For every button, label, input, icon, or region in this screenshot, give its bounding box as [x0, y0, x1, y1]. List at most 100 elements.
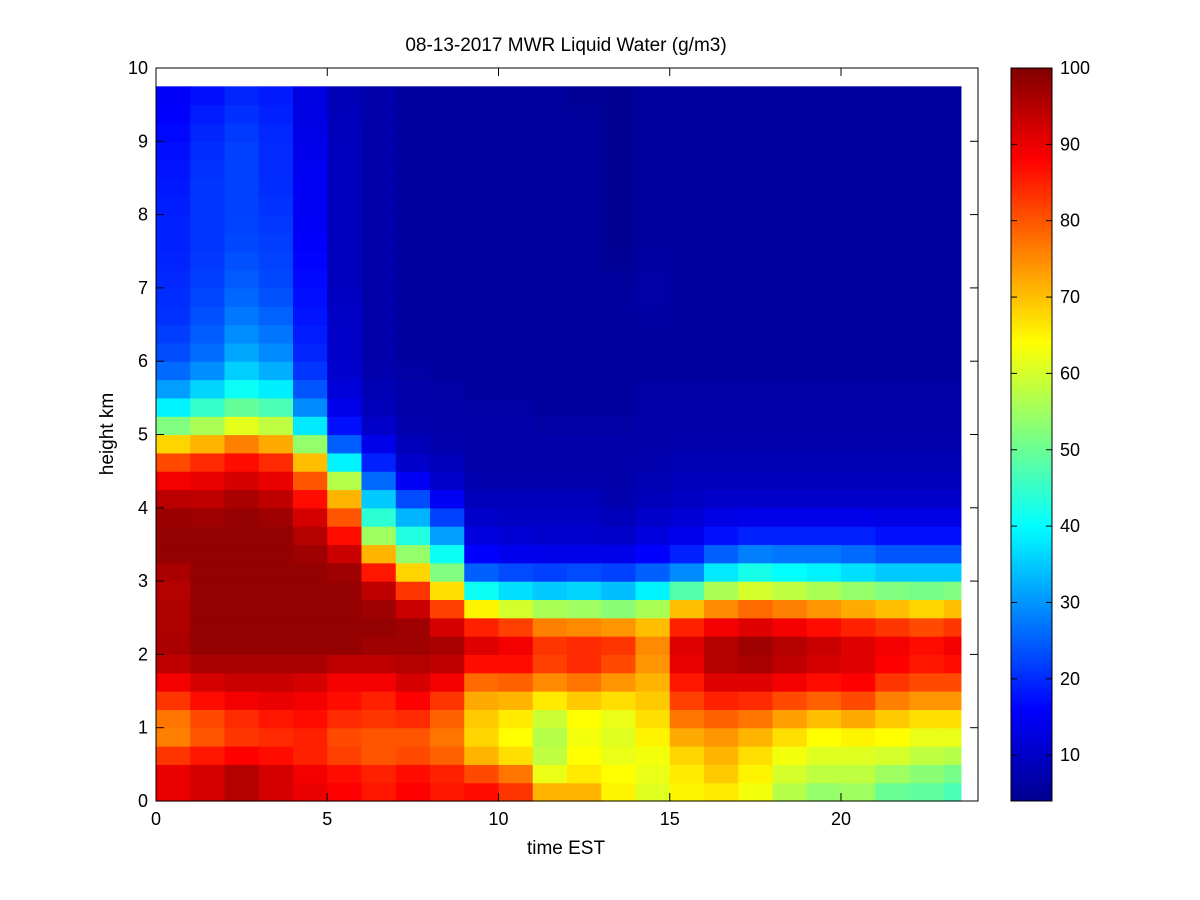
- heatmap-cell: [669, 617, 705, 637]
- heatmap-cell: [224, 636, 260, 655]
- heatmap-cell: [738, 361, 774, 381]
- heatmap-cell: [841, 434, 876, 454]
- heatmap-cell: [772, 141, 808, 161]
- colorbar-tick-label: 100: [1060, 58, 1090, 78]
- heatmap-cell: [532, 434, 568, 454]
- heatmap-cell: [909, 397, 945, 417]
- heatmap-cell: [909, 544, 945, 564]
- heatmap-cell: [156, 434, 191, 454]
- heatmap-cell: [601, 141, 637, 161]
- heatmap-cell: [361, 764, 397, 784]
- heatmap-cell: [361, 727, 397, 747]
- heatmap-cell: [327, 397, 363, 417]
- heatmap-cell: [361, 416, 397, 436]
- heatmap-cell: [293, 544, 328, 564]
- heatmap-cell: [224, 122, 260, 142]
- heatmap-cell: [943, 269, 962, 289]
- heatmap-cell: [361, 361, 397, 381]
- heatmap-cell: [327, 287, 363, 307]
- heatmap-cell: [327, 251, 363, 271]
- heatmap-cell: [498, 397, 534, 417]
- heatmap-cell: [190, 251, 226, 271]
- heatmap-cell: [601, 104, 637, 124]
- heatmap-cell: [430, 581, 465, 601]
- heatmap-cell: [293, 691, 328, 710]
- heatmap-cell: [190, 269, 226, 289]
- heatmap-cell: [943, 434, 962, 454]
- heatmap-cell: [464, 507, 500, 527]
- heatmap-cell: [806, 342, 842, 362]
- heatmap-cell: [806, 214, 842, 234]
- heatmap-cell: [532, 654, 568, 674]
- heatmap-cell: [224, 287, 260, 307]
- heatmap-cell: [841, 746, 876, 765]
- heatmap-cell: [601, 361, 637, 381]
- heatmap-cell: [498, 306, 534, 326]
- heatmap-cells: [156, 86, 962, 802]
- heatmap-cell: [430, 269, 465, 289]
- heatmap-cell: [224, 599, 260, 619]
- heatmap-cell: [635, 489, 671, 509]
- heatmap-cell: [841, 581, 876, 601]
- heatmap-cell: [430, 672, 465, 692]
- heatmap-cell: [704, 746, 739, 765]
- heatmap-cell: [943, 342, 962, 362]
- heatmap-cell: [156, 214, 191, 234]
- heatmap-cell: [293, 636, 328, 655]
- heatmap-cell: [841, 342, 876, 362]
- heatmap-cell: [532, 86, 568, 106]
- heatmap-cell: [704, 599, 739, 619]
- heatmap-cell: [395, 617, 431, 637]
- heatmap-cell: [293, 764, 328, 784]
- heatmap-cell: [327, 452, 363, 472]
- heatmap-cell: [841, 177, 876, 197]
- heatmap-cell: [498, 122, 534, 142]
- heatmap-cell: [875, 251, 911, 271]
- heatmap-cell: [532, 159, 568, 179]
- heatmap-cell: [156, 379, 191, 399]
- heatmap-cell: [806, 727, 842, 747]
- heatmap-cell: [293, 196, 328, 216]
- heatmap-cell: [395, 636, 431, 655]
- heatmap-cell: [806, 672, 842, 692]
- heatmap-cell: [601, 782, 637, 802]
- heatmap-cell: [635, 86, 671, 106]
- heatmap-cell: [738, 104, 774, 124]
- heatmap-cell: [806, 746, 842, 765]
- heatmap-cell: [258, 196, 294, 216]
- heatmap-cell: [156, 416, 191, 436]
- heatmap-cell: [498, 287, 534, 307]
- heatmap-cell: [841, 654, 876, 674]
- heatmap-cell: [395, 324, 431, 344]
- heatmap-cell: [532, 507, 568, 527]
- heatmap-cell: [224, 672, 260, 692]
- heatmap-cell: [567, 526, 602, 546]
- heatmap-cell: [532, 452, 568, 472]
- heatmap-cell: [567, 306, 602, 326]
- heatmap-cell: [190, 562, 226, 582]
- heatmap-cell: [293, 361, 328, 381]
- heatmap-cell: [841, 306, 876, 326]
- heatmap-cell: [909, 361, 945, 381]
- heatmap-cell: [567, 727, 602, 747]
- heatmap-cell: [567, 434, 602, 454]
- heatmap-cell: [635, 342, 671, 362]
- heatmap-cell: [738, 434, 774, 454]
- heatmap-cell: [738, 727, 774, 747]
- heatmap-cell: [704, 636, 739, 655]
- heatmap-cell: [943, 489, 962, 509]
- heatmap-cell: [567, 122, 602, 142]
- heatmap-cell: [361, 379, 397, 399]
- heatmap-cell: [361, 177, 397, 197]
- heatmap-cell: [635, 122, 671, 142]
- heatmap-cell: [156, 306, 191, 326]
- heatmap-cell: [738, 196, 774, 216]
- y-tick-label: 4: [138, 498, 148, 518]
- heatmap-cell: [875, 489, 911, 509]
- heatmap-cell: [532, 104, 568, 124]
- heatmap-cell: [669, 746, 705, 765]
- heatmap-cell: [258, 746, 294, 765]
- heatmap-cell: [601, 544, 637, 564]
- heatmap-cell: [567, 691, 602, 710]
- heatmap-cell: [293, 397, 328, 417]
